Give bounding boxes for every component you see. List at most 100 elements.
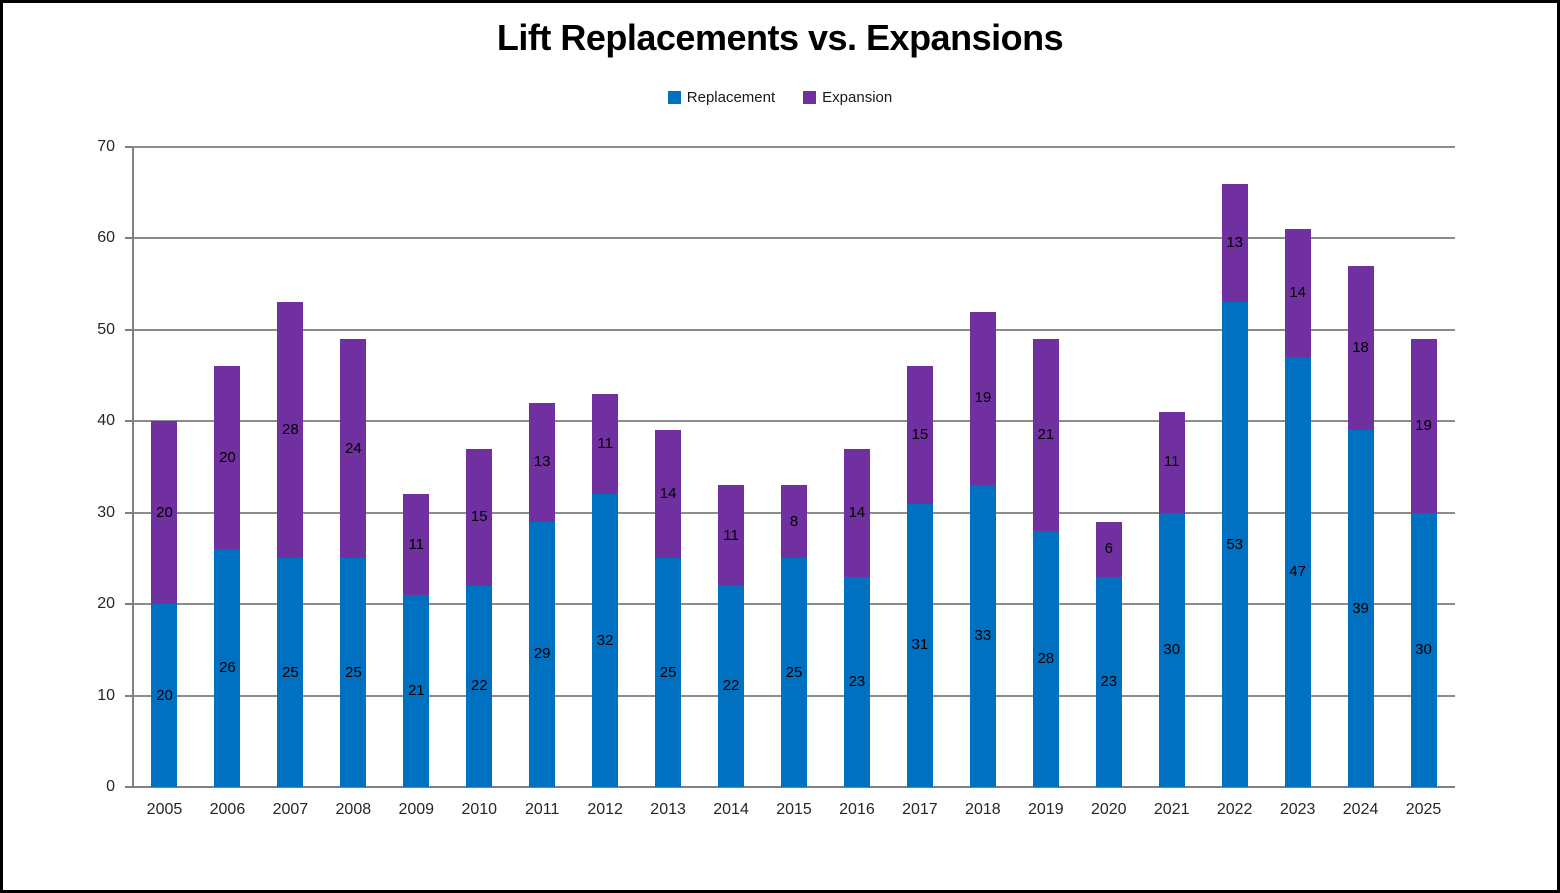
bar-label-expansion-2009: 11 bbox=[408, 535, 425, 553]
x-tick-label-2018: 2018 bbox=[965, 801, 1001, 818]
y-tick-20 bbox=[125, 603, 133, 606]
x-tick-label-2005: 2005 bbox=[146, 801, 183, 818]
x-tick-label-2020: 2020 bbox=[1090, 801, 1127, 818]
bar-segment-expansion-2023 bbox=[1284, 229, 1311, 358]
gridline-60 bbox=[133, 237, 1455, 240]
bar-segment-expansion-2020 bbox=[1095, 521, 1122, 577]
bar-label-expansion-2013: 14 bbox=[659, 485, 677, 503]
bar-label-replacement-2024: 39 bbox=[1352, 599, 1369, 617]
bar-segment-expansion-2006 bbox=[214, 366, 241, 550]
bar-label-replacement-2022: 53 bbox=[1226, 535, 1243, 553]
bar-segment-expansion-2011 bbox=[529, 403, 556, 522]
x-tick-label-2017: 2017 bbox=[902, 801, 938, 818]
y-tick-label-50: 50 bbox=[97, 320, 115, 338]
bar-segment-expansion-2013 bbox=[655, 430, 682, 559]
bar-segment-replacement-2022 bbox=[1221, 302, 1248, 787]
x-tick-label-2010: 2010 bbox=[461, 801, 498, 818]
bar-label-replacement-2007: 25 bbox=[282, 663, 299, 681]
chart-title: Lift Replacements vs. Expansions bbox=[496, 17, 1064, 58]
bar-segment-expansion-2021 bbox=[1158, 412, 1185, 513]
bar-label-expansion-2016: 14 bbox=[848, 503, 866, 521]
x-tick-label-2012: 2012 bbox=[587, 801, 623, 818]
bar-segment-replacement-2009 bbox=[403, 595, 430, 787]
bar-label-expansion-2012: 11 bbox=[597, 435, 613, 453]
bar-segment-expansion-2016 bbox=[843, 448, 870, 577]
y-tick-70 bbox=[125, 146, 133, 148]
bar-label-expansion-2022: 13 bbox=[1226, 234, 1243, 251]
bar-label-expansion-2024: 18 bbox=[1352, 339, 1369, 357]
bar-label-replacement-2021: 30 bbox=[1163, 640, 1181, 658]
bar-label-expansion-2015: 8 bbox=[789, 512, 799, 530]
legend-label-expansion: Expansion bbox=[822, 89, 893, 106]
bar-label-replacement-2011: 29 bbox=[533, 645, 551, 663]
bar-label-expansion-2021: 11 bbox=[1163, 453, 1180, 471]
bar-label-replacement-2023: 47 bbox=[1289, 563, 1306, 581]
x-tick-label-2022: 2022 bbox=[1216, 801, 1253, 818]
bar-segment-expansion-2009 bbox=[403, 494, 430, 595]
bar-label-replacement-2014: 22 bbox=[722, 677, 740, 695]
y-axis-line bbox=[132, 147, 134, 787]
bar-segment-expansion-2012 bbox=[592, 393, 619, 495]
x-tick-label-2009: 2009 bbox=[398, 801, 435, 818]
bar-segment-expansion-2008 bbox=[340, 339, 367, 559]
bar-segment-expansion-2007 bbox=[277, 302, 304, 559]
bar-label-expansion-2005: 20 bbox=[156, 503, 173, 521]
bar-label-expansion-2018: 19 bbox=[974, 389, 992, 407]
bar-label-replacement-2017: 31 bbox=[911, 636, 929, 654]
legend-item-replacement: Replacement bbox=[667, 89, 775, 106]
gridline-70 bbox=[133, 146, 1455, 148]
bar-label-expansion-2017: 15 bbox=[911, 426, 929, 443]
bar-label-replacement-2019: 28 bbox=[1037, 650, 1055, 667]
bar-label-expansion-2008: 24 bbox=[344, 439, 362, 457]
bar-segment-replacement-2006 bbox=[214, 549, 241, 787]
bar-label-replacement-2025: 30 bbox=[1415, 640, 1432, 658]
bar-label-replacement-2009: 21 bbox=[407, 682, 425, 699]
y-tick-label-40: 40 bbox=[97, 412, 115, 430]
legend-swatch-replacement-icon bbox=[667, 91, 681, 104]
bar-segment-replacement-2023 bbox=[1284, 357, 1311, 787]
bar-segment-expansion-2005 bbox=[151, 421, 178, 605]
bar-segment-expansion-2019 bbox=[1032, 339, 1059, 531]
bar-segment-expansion-2024 bbox=[1347, 265, 1374, 431]
y-tick-label-0: 0 bbox=[106, 778, 115, 795]
x-tick-label-2008: 2008 bbox=[335, 801, 372, 818]
bar-segment-replacement-2014 bbox=[718, 585, 745, 787]
bar-segment-expansion-2010 bbox=[466, 448, 493, 586]
legend-item-expansion: Expansion bbox=[803, 89, 892, 106]
bar-segment-replacement-2011 bbox=[529, 521, 556, 787]
bar-label-replacement-2020: 23 bbox=[1100, 672, 1118, 690]
x-tick-label-2013: 2013 bbox=[650, 801, 686, 818]
bar-label-replacement-2015: 25 bbox=[785, 663, 803, 681]
bar-segment-replacement-2013 bbox=[655, 558, 682, 787]
bar-label-replacement-2018: 33 bbox=[974, 627, 992, 645]
y-tick-30 bbox=[125, 511, 133, 514]
x-tick-label-2007: 2007 bbox=[272, 801, 309, 818]
y-tick-label-20: 20 bbox=[97, 595, 115, 613]
bar-segment-replacement-2015 bbox=[781, 558, 807, 787]
x-tick-label-2016: 2016 bbox=[839, 801, 875, 818]
bar-label-expansion-2020: 6 bbox=[1104, 540, 1113, 558]
plot-area: 0 10 20 30 40 50 60 70 20 20 2005 26 20 2006 25 28 2007 2… bbox=[3, 3, 1557, 890]
x-tick-label-2019: 2019 bbox=[1028, 801, 1064, 818]
bar-label-replacement-2006: 26 bbox=[219, 659, 236, 677]
bar-segment-replacement-2016 bbox=[843, 576, 870, 787]
gridline-50 bbox=[133, 328, 1455, 331]
bar-segment-expansion-2022 bbox=[1221, 183, 1248, 303]
x-tick-label-2014: 2014 bbox=[713, 801, 749, 818]
bar-label-replacement-2008: 25 bbox=[344, 663, 362, 681]
x-tick-label-2024: 2024 bbox=[1342, 801, 1379, 818]
bar-segment-expansion-2015 bbox=[781, 485, 807, 559]
gridline-40 bbox=[133, 420, 1455, 423]
y-tick-label-10: 10 bbox=[97, 686, 115, 704]
x-axis-line bbox=[125, 786, 1455, 788]
bar-label-expansion-2006: 20 bbox=[219, 448, 236, 466]
x-tick-label-2006: 2006 bbox=[209, 801, 246, 818]
bar-segment-expansion-2014 bbox=[718, 485, 745, 586]
bar-segment-expansion-2018 bbox=[969, 311, 996, 486]
bar-segment-replacement-2010 bbox=[466, 585, 493, 787]
bar-segment-replacement-2012 bbox=[592, 494, 619, 787]
y-tick-label-60: 60 bbox=[97, 229, 115, 247]
bar-segment-replacement-2018 bbox=[969, 485, 996, 787]
x-tick-label-2021: 2021 bbox=[1153, 801, 1190, 818]
bar-segment-expansion-2017 bbox=[906, 366, 933, 504]
